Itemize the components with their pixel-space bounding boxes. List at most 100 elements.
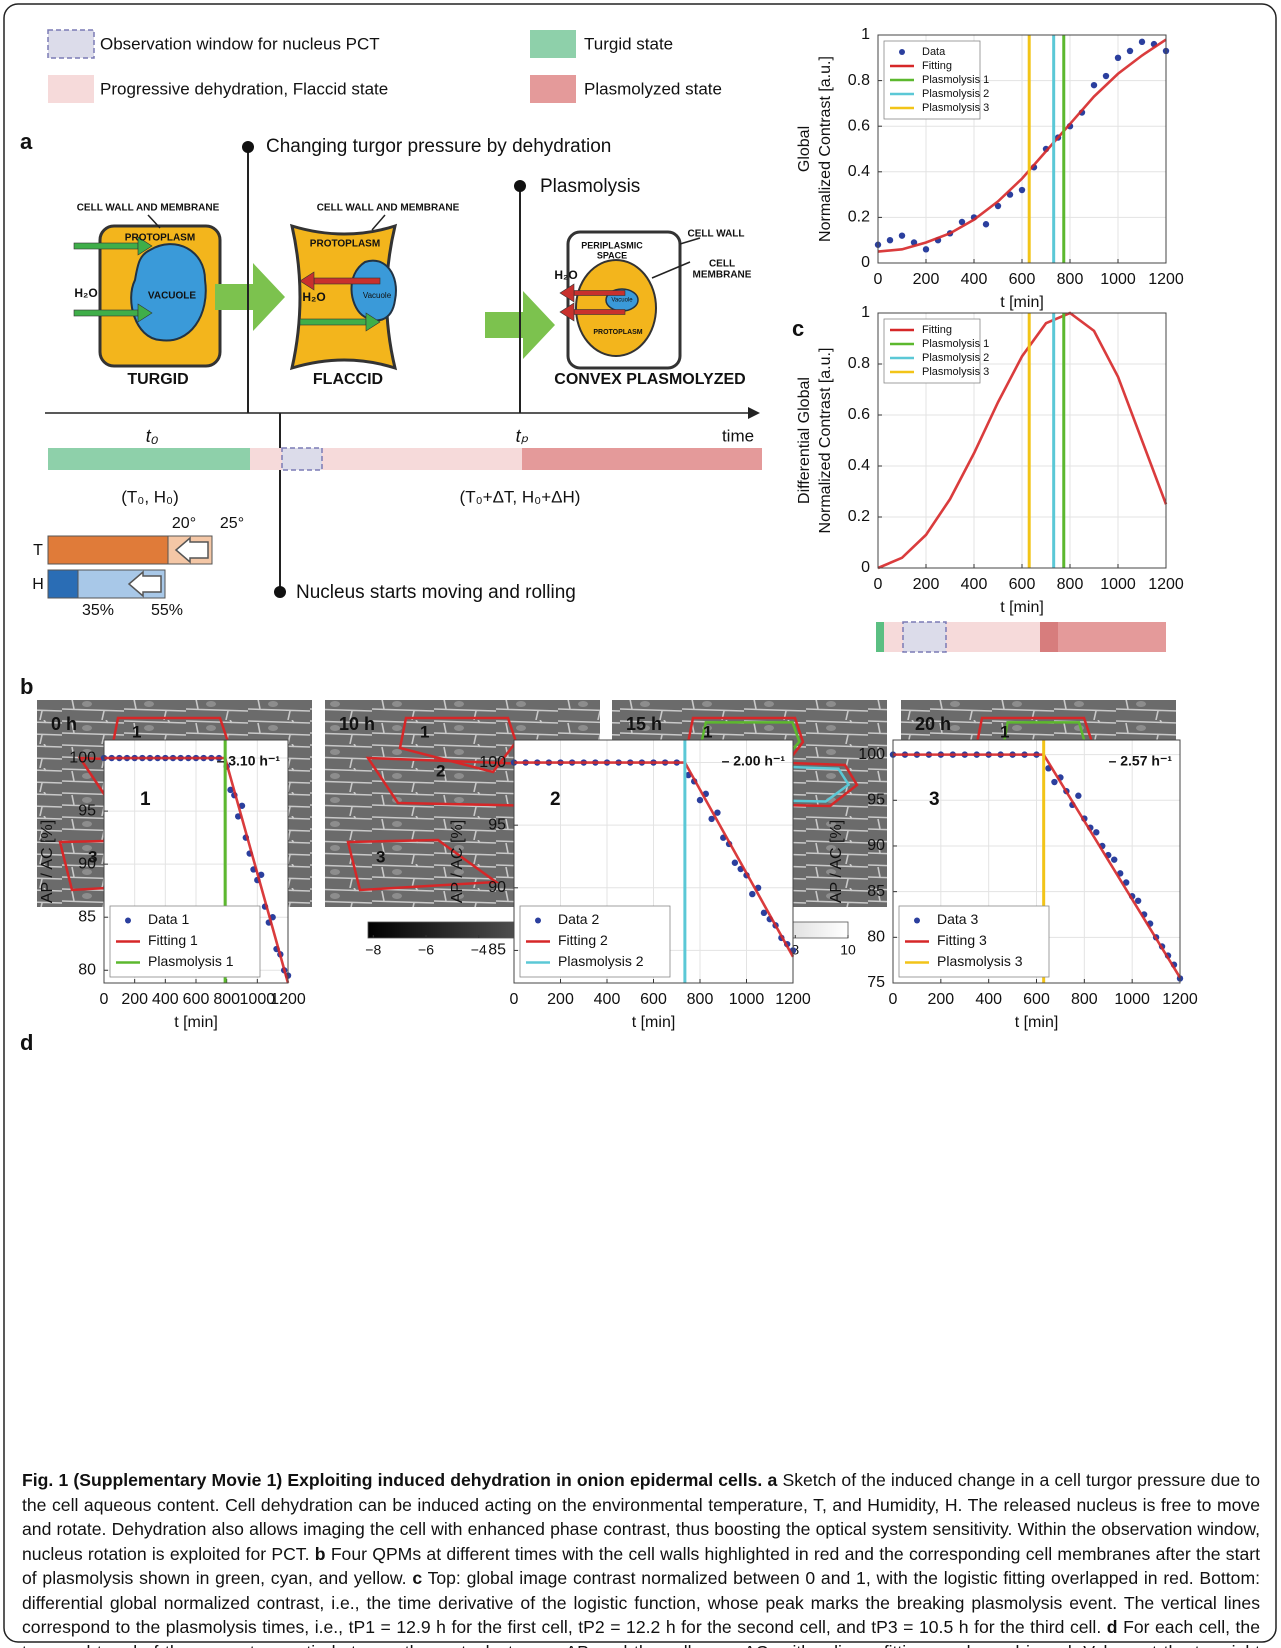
y-tick-label: 95: [867, 792, 885, 809]
plot-frame: [513, 739, 794, 984]
x-tick-label: 800: [1057, 271, 1084, 288]
legend-label: Plasmolysis 1: [922, 338, 989, 350]
legend-label: Plasmolysis 2: [922, 352, 989, 364]
pin-label: Plasmolysis: [540, 176, 640, 197]
x-tick-label: 800: [1057, 576, 1084, 593]
panel-letter: d: [20, 1030, 33, 1055]
label: PROTOPLASM: [125, 233, 195, 244]
cell-number: 3: [88, 847, 97, 866]
x-tick-label: 800: [687, 991, 714, 1008]
panel-letter: a: [20, 129, 33, 154]
state-bar: [1058, 622, 1166, 652]
x-axis-label: t [min]: [174, 1014, 218, 1031]
x-tick-label: 800: [1071, 991, 1098, 1008]
x-axis-label: t [min]: [632, 1014, 676, 1031]
y-tick-label: 85: [488, 942, 506, 959]
cell-number: 3: [376, 847, 385, 866]
label: CELL: [709, 259, 735, 270]
arrow-head: [559, 283, 575, 303]
legend-label: Plasmolysis 1: [148, 953, 234, 969]
colorbar-tick-label: −8: [365, 942, 381, 958]
caption-label: d: [1106, 1617, 1118, 1637]
data-point: [760, 909, 768, 917]
y-tick-label: 1: [861, 26, 870, 43]
y-tick-label: 90: [867, 837, 885, 854]
y-tick-label: 80: [78, 961, 96, 978]
vacuole: [350, 259, 397, 322]
y-axis-label: AP / AC [%]: [828, 820, 845, 903]
label: CONVEX PLASMOLYZED: [554, 371, 745, 388]
x-tick-label: 1000: [1100, 576, 1136, 593]
legend-label: Plasmolyzed state: [584, 79, 722, 98]
data-point: [1114, 54, 1122, 61]
y-tick-label: 0.4: [848, 163, 870, 180]
data-point: [1051, 778, 1058, 786]
cell-number: 2: [550, 789, 561, 810]
caption-text: Four QPMs at different times with the ce…: [22, 1543, 1261, 1589]
data-point: [227, 786, 234, 794]
state-bar: [48, 448, 250, 470]
time-label: 0 h: [51, 714, 77, 734]
state-bar: [522, 448, 762, 470]
y-tick-label: 0.6: [848, 117, 870, 134]
colorbar-tick-label: −4: [471, 942, 487, 958]
x-axis-label: t [min]: [1015, 1014, 1059, 1031]
x-tick-label: 1200: [775, 991, 811, 1008]
legend-key: [535, 917, 541, 924]
data-point: [1018, 186, 1026, 194]
y-tick-label: 90: [488, 879, 506, 896]
x-tick-label: 1200: [1148, 576, 1184, 593]
x-tick-label: 600: [1023, 991, 1050, 1008]
label: T: [33, 542, 43, 559]
legend-label: Fitting: [922, 324, 952, 336]
label: 35%: [82, 602, 114, 619]
data-point: [982, 221, 990, 228]
data-point: [1090, 81, 1098, 89]
y-tick-label: 0.8: [848, 355, 870, 372]
data-point: [1126, 47, 1134, 55]
y-tick-label: 0: [861, 254, 870, 271]
state-bar: [876, 622, 884, 652]
cell-wall-outline: [398, 716, 518, 774]
label: (T₀, H₀): [121, 487, 179, 506]
panel-letter: b: [20, 674, 33, 699]
cell-number: 1: [1000, 722, 1009, 741]
label: Vacuole: [363, 291, 392, 300]
arrow-shaft: [73, 242, 139, 250]
data-point: [238, 802, 246, 809]
figure-border: [3, 3, 1277, 1643]
pin-head: [274, 586, 286, 598]
label: TURGID: [127, 371, 188, 388]
y-tick-label: 75: [867, 974, 885, 991]
x-tick-label: 800: [213, 991, 240, 1008]
x-tick-label: 1000: [1114, 991, 1150, 1008]
y-axis-label: AP / AC [%]: [449, 820, 466, 903]
label: SPACE: [597, 250, 627, 260]
cell-number: 1: [132, 722, 141, 741]
arrow-head: [299, 271, 315, 291]
data-point: [257, 871, 265, 878]
legend-label: Observation window for nucleus PCT: [100, 34, 380, 53]
figure-content: Observation window for nucleus PCT Progre…: [20, 26, 1198, 1055]
cell-number: 2: [436, 761, 445, 780]
y-tick-label: 0.6: [848, 406, 870, 423]
arrow-head: [137, 303, 153, 323]
data-point: [898, 232, 906, 239]
time-label: 10 h: [339, 714, 375, 734]
label: 25°: [220, 515, 244, 532]
legend-label: Plasmolysis 3: [937, 953, 1023, 969]
x-tick-label: 1000: [240, 991, 276, 1008]
data-point: [714, 809, 721, 816]
x-tick-label: 600: [1009, 576, 1036, 593]
data-point: [886, 237, 894, 244]
x-tick-label: 400: [961, 576, 988, 593]
legend-label: Plasmolysis 2: [922, 88, 989, 100]
data-point: [1075, 792, 1082, 799]
legend-label: Fitting: [922, 60, 952, 72]
x-tick-label: 0: [510, 991, 519, 1008]
data-point: [1134, 897, 1142, 904]
y-tick-label: 0: [861, 559, 870, 576]
y-tick-label: 0.8: [848, 72, 870, 89]
x-tick-label: 1000: [729, 991, 765, 1008]
